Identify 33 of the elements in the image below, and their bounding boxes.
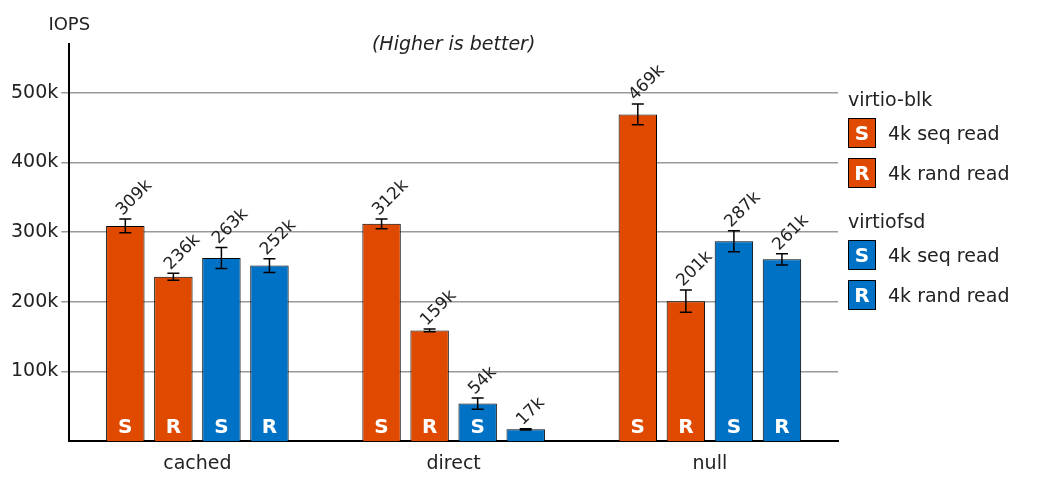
text: R bbox=[854, 283, 870, 307]
legend-label: 4k rand read bbox=[888, 284, 1010, 306]
text: S bbox=[726, 414, 742, 439]
text: R bbox=[854, 161, 870, 185]
x-tick-label: null bbox=[692, 450, 728, 473]
legend-label: 4k seq read bbox=[888, 244, 1000, 266]
x-tick-label: direct bbox=[426, 450, 481, 473]
data-label: 17k bbox=[511, 392, 549, 429]
text: R bbox=[774, 414, 790, 439]
chart-title: (Higher is better) bbox=[371, 32, 536, 55]
text: R bbox=[678, 414, 694, 439]
x-tick-label: cached bbox=[163, 450, 232, 473]
y-tick-label: 200k bbox=[10, 288, 59, 311]
text: R bbox=[261, 414, 278, 439]
text: S bbox=[470, 414, 485, 439]
y-tick-label: 500k bbox=[10, 79, 59, 102]
text: virtiofsd bbox=[848, 210, 926, 232]
text: S bbox=[374, 414, 389, 439]
text: S bbox=[854, 121, 870, 145]
text: S bbox=[854, 243, 870, 267]
text: S bbox=[214, 414, 229, 439]
legend-label: 4k seq read bbox=[888, 122, 1000, 144]
annotation: R bbox=[165, 414, 182, 439]
annotation: S bbox=[118, 414, 133, 439]
text: R bbox=[421, 414, 438, 439]
data-label: 54k bbox=[463, 361, 500, 398]
y-tick-label: 400k bbox=[10, 149, 59, 172]
y-tick-label: 100k bbox=[10, 358, 59, 381]
text: virtio-blk bbox=[848, 88, 933, 110]
text: S bbox=[630, 414, 646, 439]
y-axis-title: IOPS bbox=[48, 12, 91, 34]
legend-label: 4k rand read bbox=[888, 162, 1010, 184]
y-tick-label: 300k bbox=[10, 219, 59, 242]
